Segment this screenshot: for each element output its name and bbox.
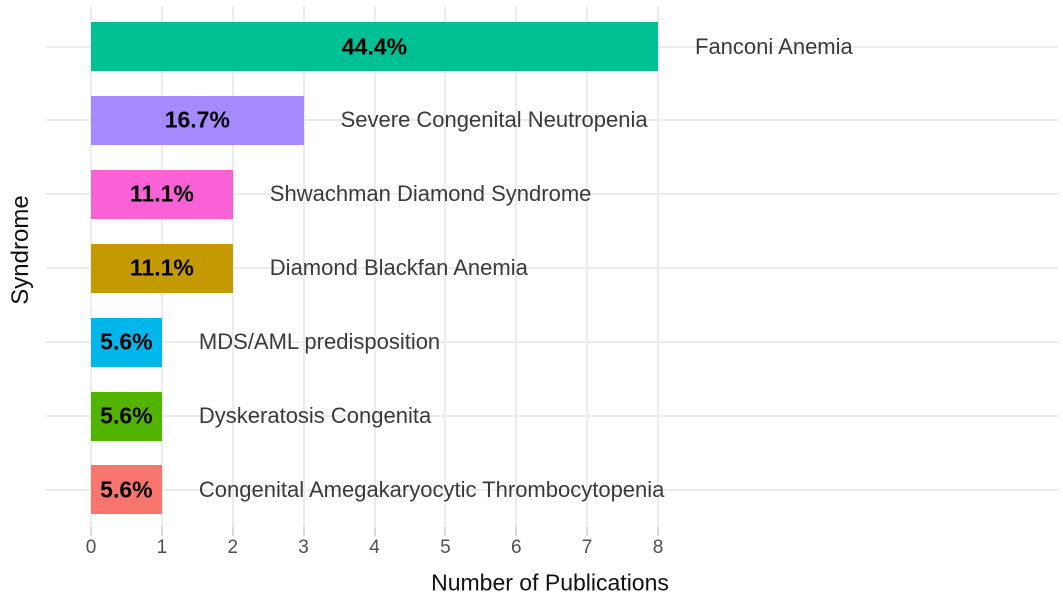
gridline-vertical	[586, 6, 589, 527]
gridline-vertical	[373, 6, 376, 527]
x-axis-tick-mark	[444, 527, 447, 536]
bar-percentage-label: 5.6%	[100, 476, 153, 503]
gridline-horizontal	[46, 488, 1058, 491]
x-axis-tick-mark	[373, 527, 376, 536]
x-axis-tick-label: 6	[511, 537, 522, 558]
bar-shwachman-diamond-syndrome	[91, 169, 233, 219]
gridline-horizontal	[46, 119, 1058, 122]
bar-percentage-label: 11.1%	[129, 254, 194, 281]
bar-dyskeratosis-congenita	[91, 391, 162, 441]
gridline-horizontal	[46, 267, 1058, 270]
x-axis-tick-mark	[90, 527, 92, 536]
category-label-mds-aml-predisposition: MDS/AML predisposition	[198, 329, 441, 355]
gridline-vertical	[302, 6, 305, 527]
gridline-vertical	[515, 6, 518, 527]
category-label-fanconi-anemia: Fanconi Anemia	[695, 33, 853, 59]
x-axis-tick-label: 4	[369, 537, 380, 558]
x-axis-tick-label: 2	[227, 537, 239, 558]
category-label-severe-congenital-neutropenia: Severe Congenital Neutropenia	[340, 107, 648, 133]
gridline-vertical	[444, 6, 447, 527]
bar-percentage-label: 11.1%	[129, 180, 194, 207]
gridline-horizontal	[46, 193, 1058, 196]
x-axis-tick-label: 3	[298, 537, 309, 558]
x-axis-tick-label: 1	[156, 537, 168, 558]
category-label-diamond-blackfan-anemia: Diamond Blackfan Anemia	[269, 255, 528, 281]
gridline-horizontal	[46, 415, 1058, 417]
gridline-horizontal	[46, 341, 1058, 344]
bar-percentage-label: 16.7%	[164, 106, 230, 133]
x-axis-tick-label: 8	[652, 537, 664, 558]
gridline-vertical	[657, 6, 659, 527]
bar-fanconi-anemia	[91, 22, 658, 71]
x-axis-tick-label: 7	[581, 537, 593, 558]
bar-percentage-label: 5.6%	[100, 402, 153, 429]
x-axis-tick-label: 5	[440, 537, 451, 558]
gridline-vertical	[231, 6, 234, 527]
x-axis-tick-mark	[302, 527, 305, 536]
bar-severe-congenital-neutropenia	[91, 95, 304, 145]
category-label-dyskeratosis-congenita: Dyskeratosis Congenita	[198, 403, 432, 428]
bar-congenital-amegakaryocytic-thrombocytopenia	[91, 465, 162, 515]
x-axis-tick-mark	[160, 527, 163, 536]
bar-percentage-label: 44.4%	[341, 33, 408, 59]
x-axis-tick-mark	[586, 527, 589, 536]
y-axis-title: Syndrome	[7, 195, 34, 305]
x-axis-tick-label: 0	[85, 537, 97, 558]
bar-mds-aml-predisposition	[91, 317, 162, 367]
x-axis-tick-mark	[657, 527, 659, 536]
x-axis-tick-mark	[515, 527, 518, 536]
bar-diamond-blackfan-anemia	[91, 243, 233, 293]
x-axis-title: Number of Publications	[431, 569, 669, 596]
bar-percentage-label: 5.6%	[100, 328, 153, 355]
category-label-congenital-amegakaryocytic-thrombocytopenia: Congenital Amegakaryocytic Thrombocytope…	[198, 476, 665, 502]
x-axis-tick-mark	[231, 527, 234, 536]
category-label-shwachman-diamond-syndrome: Shwachman Diamond Syndrome	[269, 181, 592, 207]
